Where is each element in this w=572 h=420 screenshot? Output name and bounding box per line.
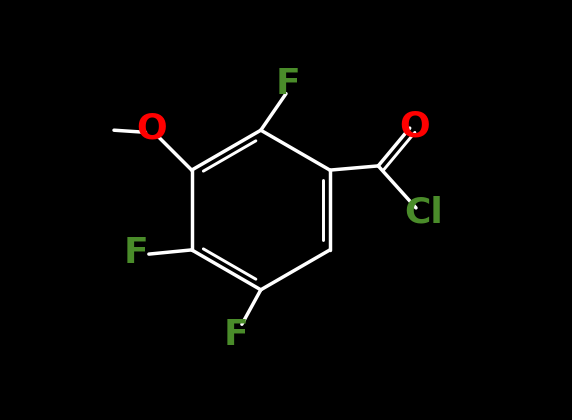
Text: F: F (124, 236, 149, 270)
Text: Cl: Cl (404, 195, 443, 229)
Text: O: O (399, 109, 430, 143)
Text: F: F (276, 67, 300, 101)
Text: F: F (223, 318, 248, 352)
Text: O: O (136, 112, 167, 146)
